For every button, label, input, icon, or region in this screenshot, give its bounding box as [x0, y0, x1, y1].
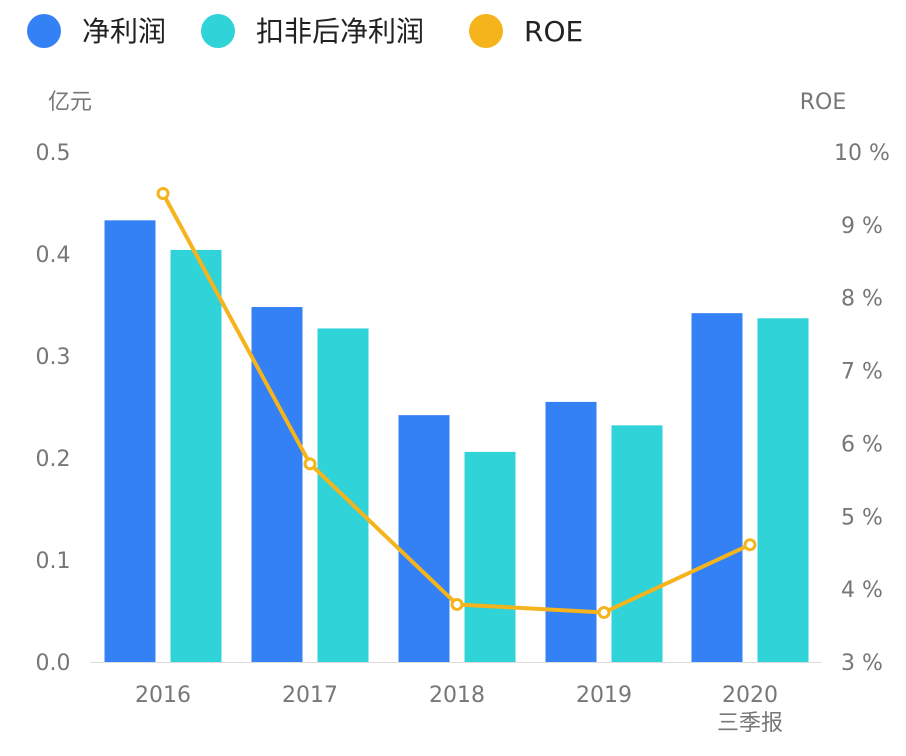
right-tick-label: 5 % — [841, 505, 883, 530]
bar-deducted-net-profit-2018 — [464, 451, 516, 662]
x-tick-label: 2017 — [282, 683, 338, 708]
left-tick-label: 0.2 — [36, 447, 71, 472]
right-axis-unit: ROE — [800, 90, 847, 115]
x-tick-label: 2020 — [722, 683, 778, 708]
roe-point-2016 — [156, 187, 170, 201]
legend: 净利润 扣非后净利润 ROE — [27, 14, 583, 48]
x-tick-label: 2019 — [576, 683, 632, 708]
bar-deducted-net-profit-2019 — [611, 425, 663, 662]
right-tick-label: 7 % — [841, 360, 883, 385]
left-tick-label: 0.0 — [36, 651, 71, 676]
roe-point-2020 — [743, 538, 757, 552]
right-tick-label: 4 % — [841, 578, 883, 603]
bar-net-profit-2019 — [545, 401, 597, 662]
bar-deducted-net-profit-2020 — [757, 318, 809, 662]
x-axis-labels: 2016 2017 2018 2019 2020 三季报 — [135, 683, 783, 736]
left-tick-label: 0.5 — [36, 141, 71, 166]
left-tick-label: 0.4 — [36, 243, 71, 268]
bar-net-profit-2018 — [398, 415, 450, 662]
bar-net-profit-2017 — [251, 307, 303, 662]
roe-point-2017 — [303, 457, 317, 471]
right-tick-label: 9 % — [841, 214, 883, 239]
right-tick-label: 3 % — [841, 651, 883, 676]
left-tick-label: 0.3 — [36, 345, 71, 370]
x-tick-label: 2016 — [135, 683, 191, 708]
left-tick-label: 0.1 — [36, 549, 71, 574]
right-tick-label: 6 % — [841, 432, 883, 457]
legend-label-2: ROE — [524, 15, 583, 48]
bar-net-profit-2020 — [691, 313, 743, 662]
legend-marker-2 — [469, 14, 503, 48]
x-tick-sublabel: 三季报 — [717, 711, 783, 736]
x-tick-label: 2018 — [429, 683, 485, 708]
legend-label-0: 净利润 — [82, 15, 166, 48]
legend-label-1: 扣非后净利润 — [256, 15, 424, 48]
left-axis-ticks: 0.0 0.1 0.2 0.3 0.4 0.5 — [36, 141, 71, 676]
bar-deducted-net-profit-2016 — [170, 249, 222, 663]
roe-point-2019 — [597, 605, 611, 619]
bars — [104, 220, 809, 663]
roe-point-2018 — [450, 597, 464, 611]
right-tick-label: 8 % — [841, 287, 883, 312]
right-axis-ticks: 3 % 4 % 5 % 6 % 7 % 8 % 9 % 10 % — [834, 141, 890, 676]
legend-marker-0 — [27, 14, 61, 48]
legend-marker-1 — [201, 14, 235, 48]
left-axis-unit: 亿元 — [48, 90, 92, 115]
bar-net-profit-2016 — [104, 220, 156, 662]
roe-line — [156, 187, 757, 619]
right-tick-label: 10 % — [834, 141, 890, 166]
